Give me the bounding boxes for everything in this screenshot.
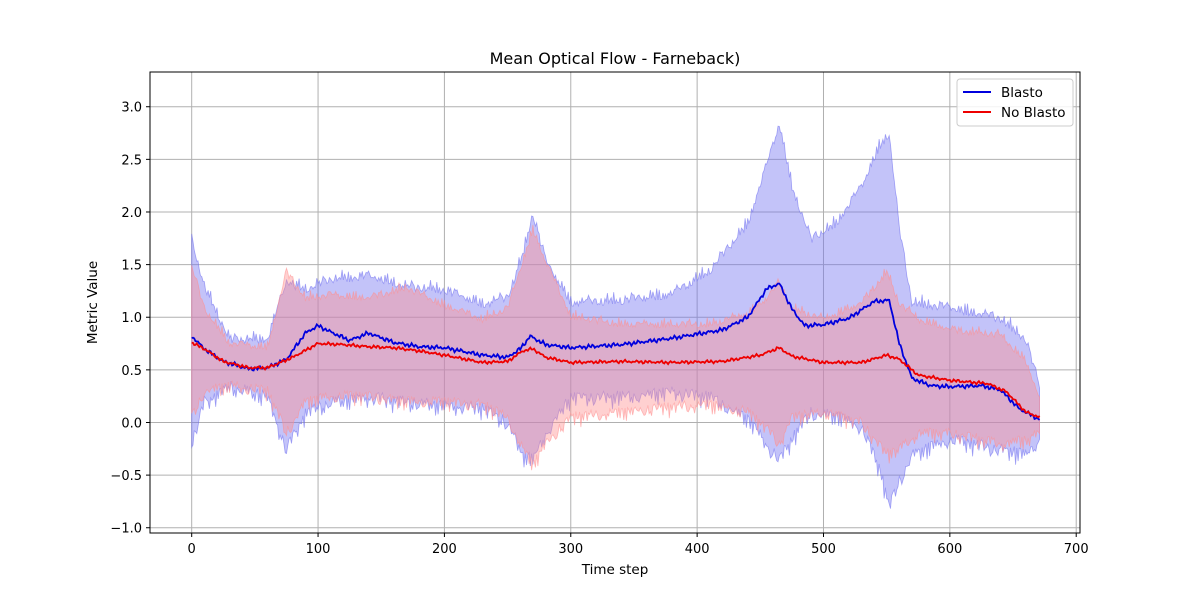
axis-ticks: 0 100 200 300 400 500 600 700 −1.0 −0.5 0.0 0.5 1.0 1… — [110, 101, 1088, 557]
x-tick-label: 400 — [685, 542, 710, 557]
x-tick-label: 100 — [306, 542, 331, 557]
y-tick-label: −0.5 — [110, 469, 142, 484]
confidence-bands — [191, 125, 1040, 509]
x-tick-label: 500 — [811, 542, 836, 557]
legend: Blasto No Blasto — [956, 78, 1074, 127]
x-tick-label: 200 — [432, 542, 457, 557]
mean-lines — [191, 282, 1041, 421]
y-axis-label: Metric Value — [85, 261, 101, 344]
legend-label-no-blasto: No Blasto — [1001, 105, 1066, 121]
y-tick-label: 0.5 — [121, 364, 142, 379]
y-tick-label: 3.0 — [121, 101, 142, 116]
y-tick-label: 0.0 — [121, 416, 142, 431]
chart-title: Mean Optical Flow - Farneback) — [490, 49, 741, 68]
mean-line-blasto — [191, 282, 1041, 421]
grid — [150, 72, 1080, 533]
y-tick-label: 2.0 — [121, 206, 142, 221]
y-tick-label: 1.0 — [121, 311, 142, 326]
legend-box — [956, 78, 1074, 127]
x-tick-label: 300 — [558, 542, 583, 557]
y-tick-label: 2.5 — [121, 153, 142, 168]
plot-frame — [149, 71, 1081, 534]
x-tick-label: 600 — [937, 542, 962, 557]
x-axis-label: Time step — [581, 562, 649, 578]
y-tick-label: −1.0 — [110, 522, 142, 537]
confidence-band-no-blasto — [191, 224, 1040, 471]
legend-label-blasto: Blasto — [1001, 85, 1043, 101]
y-tick-label: 1.5 — [121, 259, 142, 274]
mean-line-no-blasto — [191, 340, 1041, 419]
x-tick-label: 700 — [1064, 542, 1089, 557]
x-tick-label: 0 — [188, 542, 196, 557]
